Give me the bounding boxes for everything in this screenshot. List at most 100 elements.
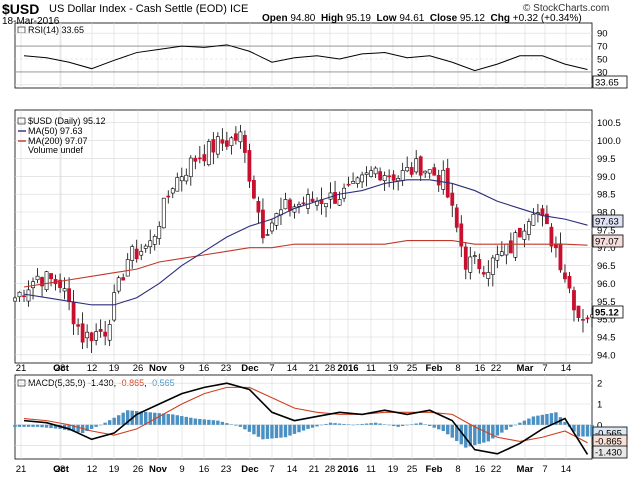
candle [89, 331, 94, 354]
candle [292, 203, 297, 219]
candle-body [67, 288, 71, 303]
macd-hist-bar [400, 424, 405, 427]
candle-body [369, 170, 374, 177]
candle [184, 168, 189, 185]
candle-body [364, 172, 369, 175]
candle [76, 318, 81, 336]
x-axis-label: 21 [309, 464, 320, 475]
macd-hist-bar [166, 413, 170, 425]
macd-hist-bar [432, 424, 436, 428]
candle [396, 175, 401, 191]
x-axis-label: 25 [407, 464, 418, 475]
macd-hist-bar [590, 424, 594, 437]
candle-body [558, 243, 563, 271]
low-label: Low [376, 13, 397, 24]
x-axis-label: 21 [309, 363, 320, 374]
candle [103, 321, 108, 346]
ma50-tag: 97.63 [595, 217, 619, 228]
macd-hist-bar [121, 412, 125, 425]
price-tick: 94.5 [597, 333, 616, 344]
candle-body [490, 257, 495, 275]
candle-body [179, 176, 184, 182]
x-axis-label: 7 [269, 363, 274, 374]
candle-body [233, 133, 238, 141]
macd-hist-bar [423, 424, 427, 425]
macd-hist-bar [495, 424, 500, 436]
macd-hist-bar [500, 424, 504, 433]
candle [283, 192, 288, 210]
candle [549, 223, 554, 253]
candle [369, 166, 374, 178]
rsi-tick-50: 50 [597, 55, 608, 66]
candle-body [98, 328, 103, 332]
candle [567, 271, 572, 294]
macd-hist-bar [184, 416, 188, 425]
macd-signal-tag: -0.865 [595, 437, 622, 448]
macd-hist-bar [531, 416, 536, 425]
macd-hist-bar [243, 424, 247, 430]
price-tick: 95.0 [597, 315, 616, 326]
candle-body [31, 281, 35, 289]
candle-body [265, 234, 270, 236]
macd-hist-bar [125, 410, 130, 425]
candle [319, 187, 324, 215]
candle [80, 312, 85, 350]
price-tick: 98.5 [597, 190, 616, 201]
macd-hist-bar [220, 421, 225, 425]
price-tick: 99.5 [597, 154, 616, 165]
candle [252, 175, 256, 200]
candle-body [161, 197, 166, 229]
macd-hist-bar [292, 424, 297, 434]
candle-body [13, 297, 17, 302]
x-axis-label: 16 [475, 464, 486, 475]
candle-body [450, 192, 455, 206]
candle [522, 224, 527, 248]
candle [526, 218, 531, 241]
candle-body [80, 323, 85, 343]
candle [98, 319, 103, 338]
price-tick: 97.5 [597, 225, 616, 236]
candle-body [328, 192, 333, 200]
candle-body [166, 195, 171, 198]
candle [499, 241, 504, 257]
x-axis-label: 14 [287, 363, 298, 374]
candle-body [211, 139, 216, 153]
candle-body [35, 275, 40, 281]
candle [242, 130, 247, 163]
x-axis-label: 28 [55, 464, 66, 475]
macd-hist-bar [207, 419, 211, 425]
candle [427, 169, 432, 179]
candle-body [310, 198, 315, 202]
ma50-legend: MA(50) 97.63 [28, 126, 83, 136]
macd-hist-bar [107, 420, 112, 425]
macd-hist-bar [333, 423, 337, 425]
x-axis-label: Nov [149, 363, 168, 374]
candle-body [468, 256, 473, 273]
macd-hist-bar [256, 424, 261, 437]
candle [581, 308, 585, 333]
candle-body [170, 188, 175, 194]
x-axis-label: 16 [475, 363, 486, 374]
candle-body [567, 275, 572, 289]
macd-hist-bar [491, 424, 495, 439]
macd-hist-bar [171, 414, 175, 425]
x-axis-label: 7 [269, 464, 274, 475]
candle-body [238, 131, 243, 143]
macd-hist-bar [369, 423, 373, 425]
candle [360, 171, 365, 189]
macd-hist-bar [373, 422, 378, 425]
macd-hist-bar [211, 420, 216, 425]
x-axis-label: 22 [491, 464, 502, 475]
macd-hist-bar [31, 424, 35, 427]
candle [517, 227, 522, 238]
macd-hist-bar [98, 424, 103, 426]
candle-body [107, 324, 112, 341]
candle-body [301, 202, 306, 205]
candle-body [400, 170, 405, 181]
candle-body [188, 157, 193, 177]
candle-body [441, 169, 446, 190]
rsi-line [23, 44, 588, 72]
macd-hist-bar [337, 423, 342, 425]
candle [301, 196, 306, 206]
macd-hist-bar [364, 423, 369, 425]
